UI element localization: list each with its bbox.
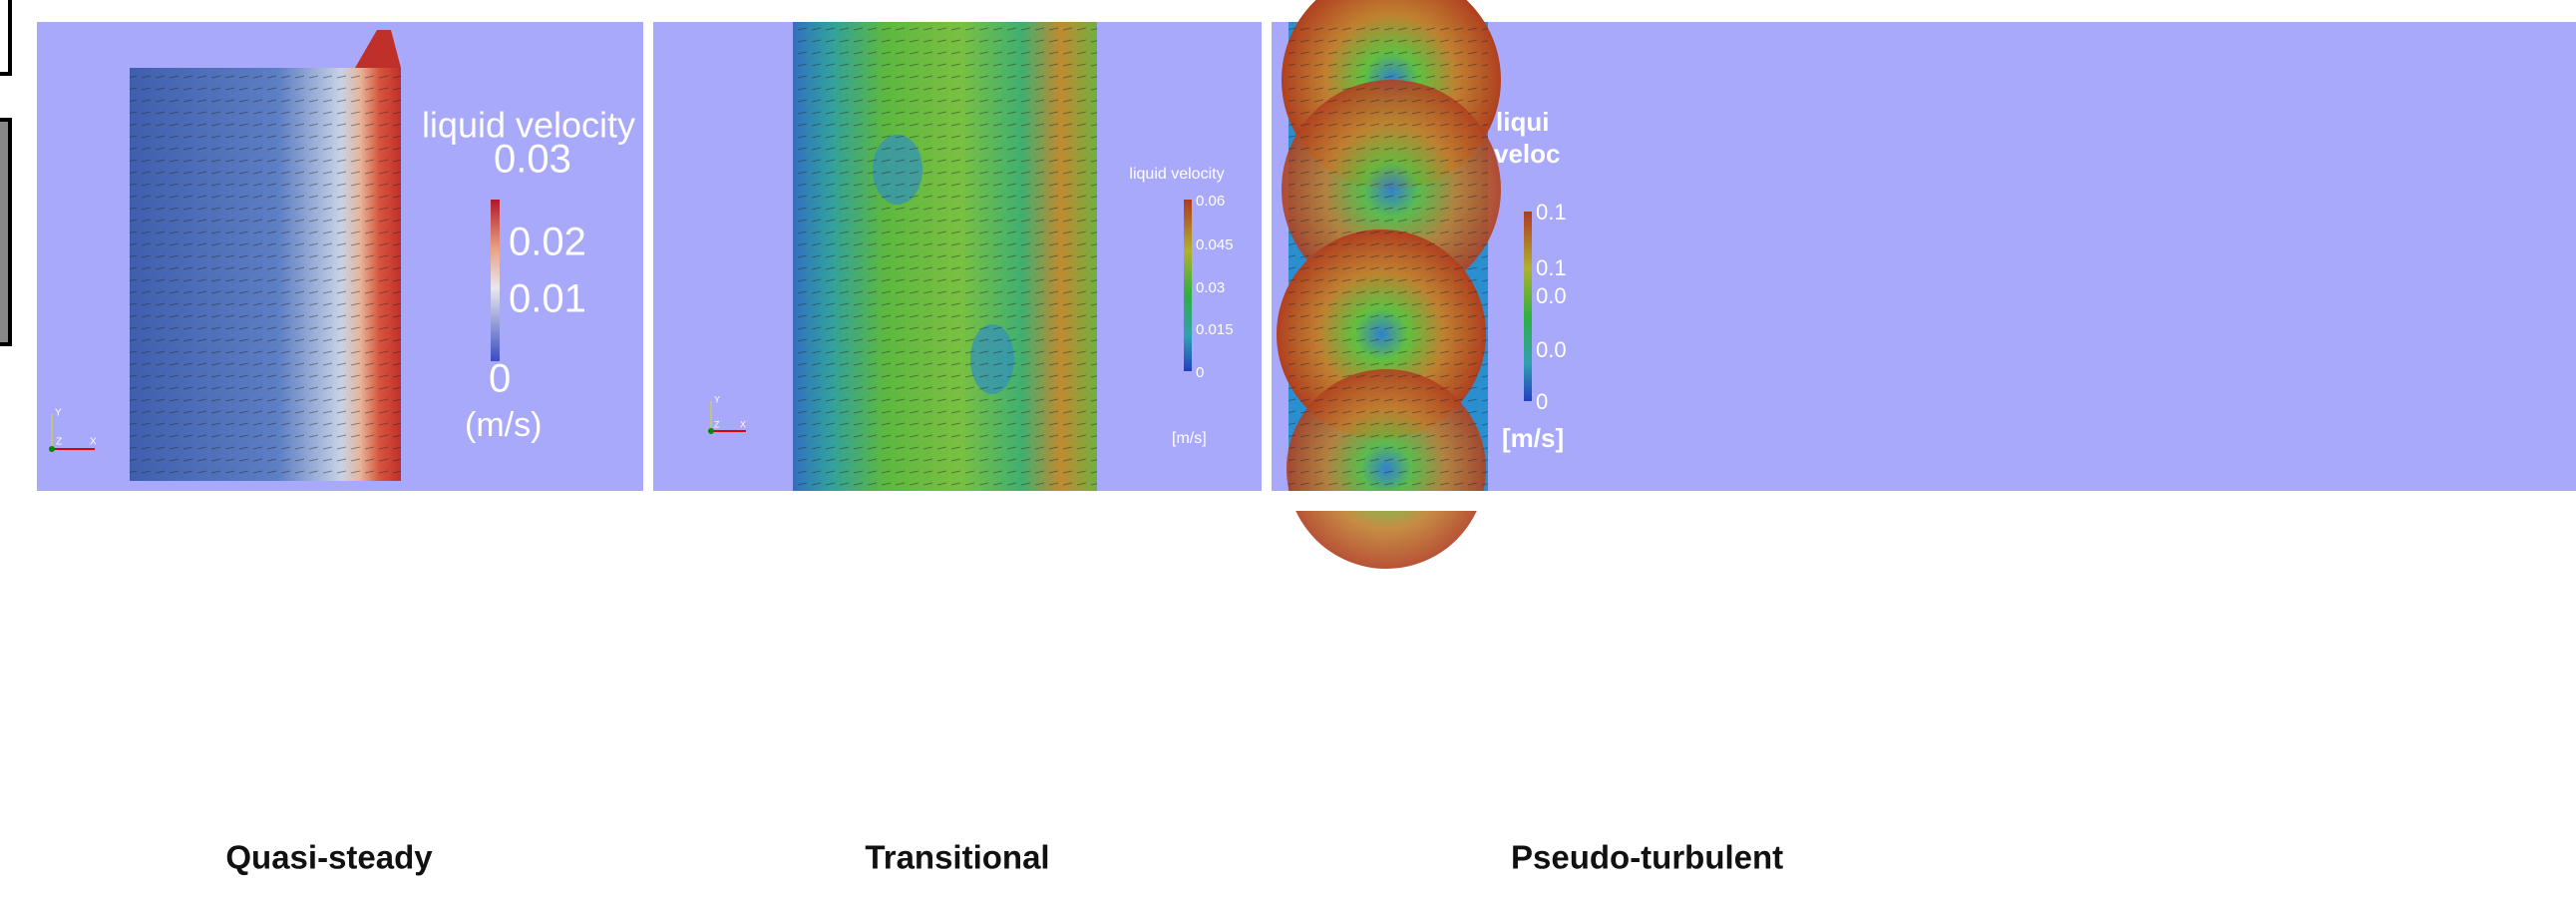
legend-tick: 0.0 [1536, 283, 1567, 308]
legend-unit: [m/s] [1502, 423, 1564, 453]
axis-label: Y [714, 394, 720, 404]
left-edge-boxes [0, 0, 10, 344]
axis-label: Z [714, 419, 720, 429]
legend-tick: 0 [1536, 389, 1548, 414]
caption: Quasi-steady [225, 839, 433, 876]
legend-tick: 0.045 [1196, 236, 1234, 253]
caption: Transitional [865, 839, 1049, 876]
legend-tick: 0.015 [1196, 321, 1234, 338]
axis-label: Z [56, 437, 62, 448]
legend-title: liqui [1496, 107, 1549, 137]
axis-label: X [90, 437, 97, 448]
axis-label: Y [55, 408, 62, 419]
legend-tick: 0.0 [1536, 337, 1567, 362]
caption: Pseudo-turbulent [1511, 839, 1783, 876]
legend-tick: 0.1 [1536, 255, 1567, 280]
legend-tick: 0.03 [494, 138, 571, 182]
legend-tick: 0.1 [1536, 200, 1567, 225]
legend-tick: 0.01 [509, 277, 586, 321]
legend-unit: (m/s) [465, 406, 542, 444]
legend-tick: 0.06 [1196, 193, 1225, 210]
legend-tick: 0.02 [509, 221, 586, 264]
panel-pseudo-turbulent: liqui veloc 0.1 0.1 0.0 0.0 0 [m/s] Pseu… [1272, 0, 2576, 876]
panel-quasi-steady: liquid velocity 0.03 0.02 0.01 0 (m/s) Y… [37, 22, 643, 876]
legend-tick: 0 [1196, 364, 1204, 381]
legend-tick: 0 [489, 357, 511, 401]
page: liquid velocity 0.03 0.02 0.01 0 (m/s) Y… [0, 0, 2576, 900]
legend-title: veloc [1494, 139, 1561, 169]
panel-transitional: liquid velocity 0.06 0.045 0.03 0.015 0 … [653, 22, 1262, 876]
legend-unit: [m/s] [1172, 430, 1207, 447]
axis-label: X [740, 419, 746, 429]
legend-title: liquid velocity [1129, 166, 1224, 183]
legend-tick: 0.03 [1196, 279, 1225, 296]
figure: liquid velocity 0.03 0.02 0.01 0 (m/s) Y… [0, 0, 2576, 900]
